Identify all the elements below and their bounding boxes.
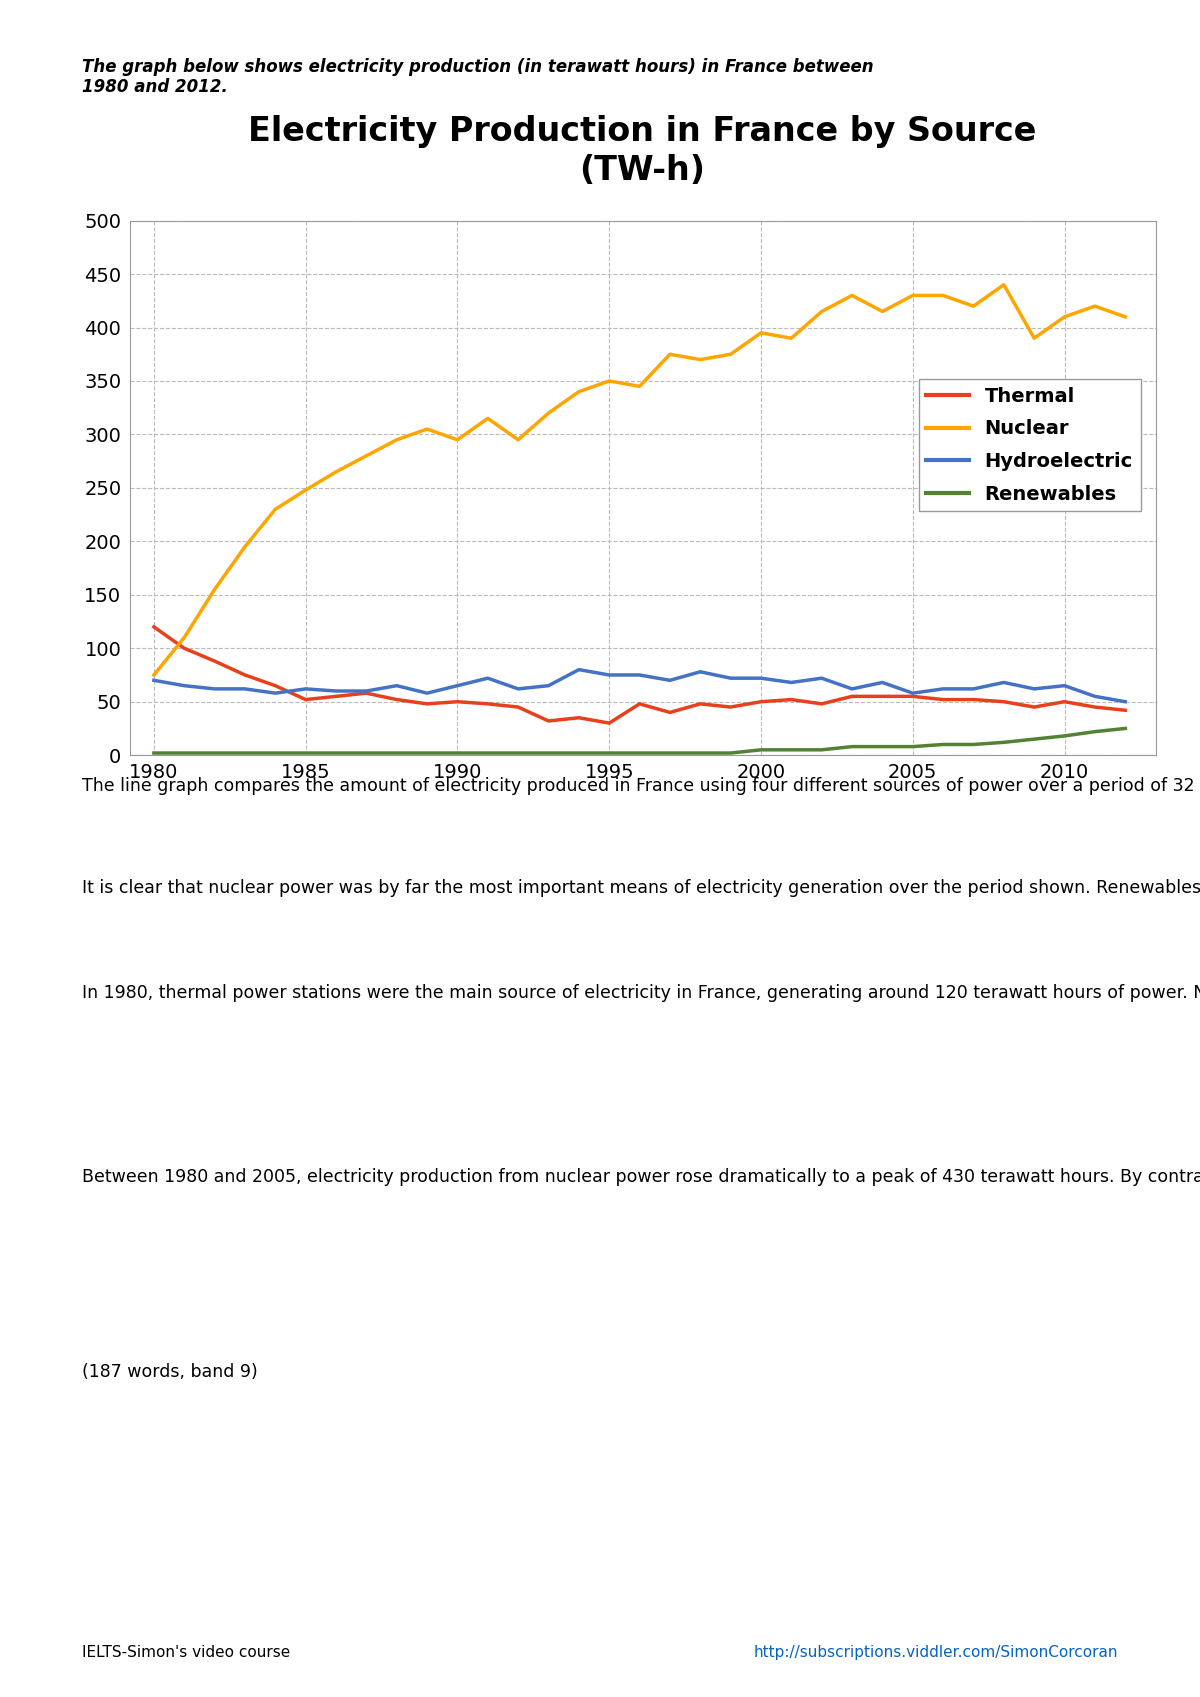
Text: http://subscriptions.viddler.com/SimonCorcoran: http://subscriptions.viddler.com/SimonCo… xyxy=(754,1644,1118,1660)
Text: The graph below shows electricity production (in terawatt hours) in France betwe: The graph below shows electricity produc… xyxy=(82,58,874,97)
Text: It is clear that nuclear power was by far the most important means of electricit: It is clear that nuclear power was by fa… xyxy=(82,879,1200,898)
Text: In 1980, thermal power stations were the main source of electricity in France, g: In 1980, thermal power stations were the… xyxy=(82,984,1200,1003)
Legend: Thermal, Nuclear, Hydroelectric, Renewables: Thermal, Nuclear, Hydroelectric, Renewab… xyxy=(919,378,1141,511)
Text: IELTS-Simon's video course: IELTS-Simon's video course xyxy=(82,1644,290,1660)
Text: Between 1980 and 2005, electricity production from nuclear power rose dramatical: Between 1980 and 2005, electricity produ… xyxy=(82,1168,1200,1186)
Text: Electricity Production in France by Source
(TW-h): Electricity Production in France by Sour… xyxy=(248,115,1037,187)
Text: (187 words, band 9): (187 words, band 9) xyxy=(82,1363,257,1381)
Text: The line graph compares the amount of electricity produced in France using four : The line graph compares the amount of el… xyxy=(82,777,1200,796)
